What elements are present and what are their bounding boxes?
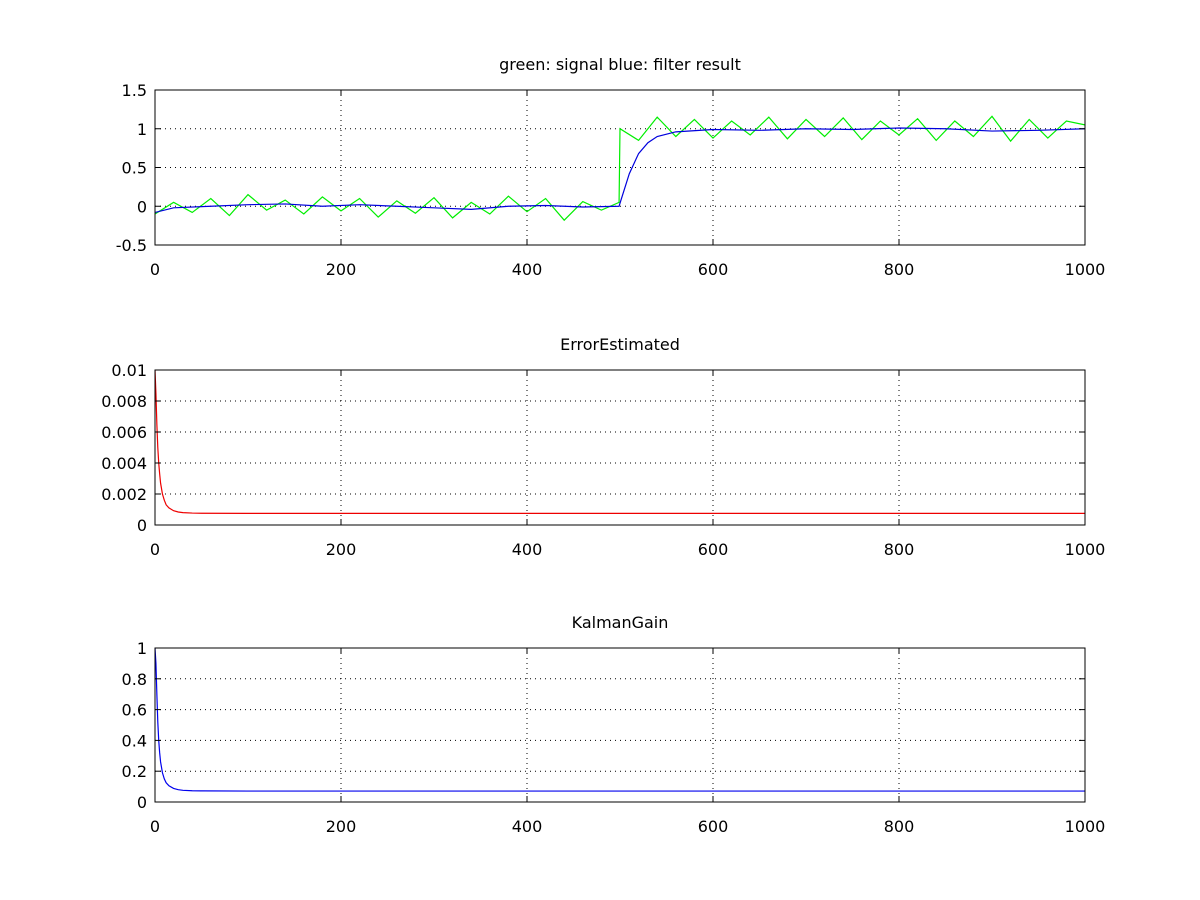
x-tick-label: 200: [326, 817, 357, 836]
kalman-gain-chart: 0 200 400 600 800 1000 0 0.2 0.4 0.6 0.8 1 KalmanGai…: [122, 613, 1106, 836]
x-tick-label: 200: [326, 540, 357, 559]
series-line-0: [155, 370, 1085, 514]
plot-frame: [154, 647, 1086, 803]
x-tick-label: 400: [512, 540, 543, 559]
x-tick-label: 1000: [1065, 540, 1106, 559]
x-tick-label: 800: [884, 817, 915, 836]
y-tick-label: 0: [137, 793, 147, 812]
y-tick-label: 0: [137, 197, 147, 216]
x-tick-label: 200: [326, 260, 357, 279]
chart-title: ErrorEstimated: [560, 335, 680, 354]
y-tick-label: 0.004: [101, 454, 147, 473]
y-tick-label: 0: [137, 516, 147, 535]
y-tick-label: 0.01: [111, 361, 147, 380]
chart-title: KalmanGain: [572, 613, 669, 632]
y-tick-label: 1: [137, 120, 147, 139]
y-tick-label: -0.5: [116, 236, 147, 255]
y-tick-label: 0.2: [122, 762, 147, 781]
series-line-1: [155, 127, 1085, 214]
y-tick-label: 1: [137, 639, 147, 658]
plot-frame: [154, 369, 1086, 526]
y-tick-label: 0.4: [122, 731, 147, 750]
y-tick-label: 0.8: [122, 670, 147, 689]
chart-title: green: signal blue: filter result: [499, 55, 741, 74]
x-tick-label: 0: [150, 540, 160, 559]
y-tick-label: 0.006: [101, 423, 147, 442]
y-tick-label: 0.5: [122, 159, 147, 178]
x-tick-label: 1000: [1065, 260, 1106, 279]
y-tick-label: 0.6: [122, 701, 147, 720]
x-tick-label: 1000: [1065, 817, 1106, 836]
y-tick-label: 1.5: [122, 81, 147, 100]
x-tick-label: 0: [150, 817, 160, 836]
x-tick-label: 400: [512, 817, 543, 836]
x-tick-label: 800: [884, 540, 915, 559]
x-tick-label: 0: [150, 260, 160, 279]
x-tick-label: 400: [512, 260, 543, 279]
x-tick-label: 600: [698, 540, 729, 559]
y-tick-label: 0.008: [101, 392, 147, 411]
series-line-0: [155, 648, 1085, 792]
x-tick-label: 800: [884, 260, 915, 279]
error-estimated-chart: 0 200 400 600 800 1000 0 0.002 0.004 0.006 0.008 0.…: [101, 335, 1105, 559]
x-tick-label: 600: [698, 817, 729, 836]
y-tick-label: 0.002: [101, 485, 147, 504]
x-tick-label: 600: [698, 260, 729, 279]
